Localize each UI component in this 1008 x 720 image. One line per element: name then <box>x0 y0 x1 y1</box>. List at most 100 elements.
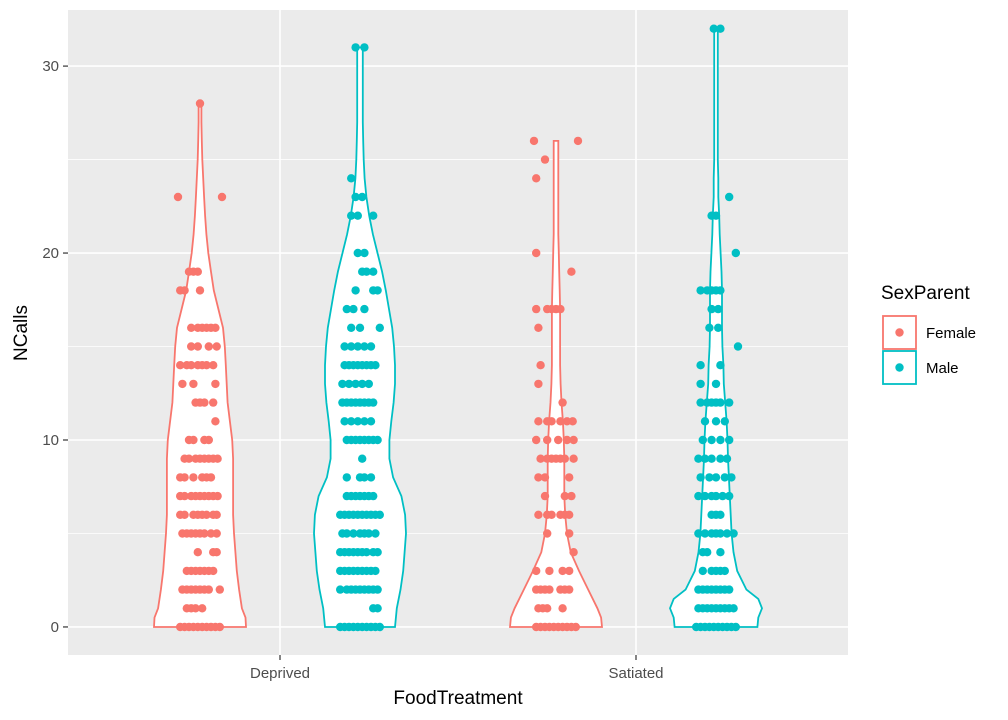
data-point <box>554 435 563 445</box>
data-point <box>707 304 716 314</box>
data-point <box>565 473 574 482</box>
data-point <box>547 417 556 426</box>
data-point <box>565 585 574 594</box>
data-point <box>707 435 716 445</box>
data-point <box>349 529 358 538</box>
data-point <box>187 323 196 332</box>
data-point <box>342 529 351 538</box>
data-point <box>180 286 189 295</box>
data-point <box>558 398 567 407</box>
data-point <box>711 211 721 220</box>
data-point <box>558 566 567 576</box>
data-point <box>536 454 545 463</box>
data-point <box>213 454 222 463</box>
y-tick-label: 30 <box>42 58 59 75</box>
data-point <box>545 566 554 576</box>
data-point <box>189 435 198 445</box>
data-point <box>714 304 723 314</box>
data-point <box>362 548 371 557</box>
data-point <box>347 323 356 332</box>
x-tick-label: Satiated <box>608 665 663 682</box>
legend-keys: Female Male <box>882 315 976 385</box>
data-point <box>569 435 578 445</box>
data-point <box>711 417 721 426</box>
data-point <box>720 473 729 482</box>
data-point <box>573 136 583 146</box>
data-point <box>696 361 705 370</box>
data-point <box>180 510 189 519</box>
y-tick-label: 20 <box>42 245 59 262</box>
data-point <box>707 454 716 463</box>
data-point <box>709 24 718 33</box>
data-point <box>342 473 351 482</box>
data-point <box>212 510 221 519</box>
data-point <box>202 510 211 519</box>
data-point <box>184 454 194 463</box>
data-point <box>362 267 371 276</box>
data-point <box>340 417 349 426</box>
data-point <box>204 435 213 445</box>
data-point <box>215 585 224 594</box>
data-point <box>191 604 200 613</box>
data-point <box>711 473 721 482</box>
data-point <box>349 304 358 314</box>
data-point <box>725 192 734 202</box>
data-point <box>211 417 220 426</box>
data-point <box>534 379 543 389</box>
data-point <box>209 398 218 407</box>
data-point <box>532 566 541 576</box>
legend-title: SexParent <box>881 283 970 304</box>
data-point <box>213 491 222 501</box>
data-point <box>355 323 365 332</box>
data-point <box>360 417 369 426</box>
legend-key-point <box>895 363 904 372</box>
data-point <box>178 379 187 389</box>
data-point <box>212 342 221 351</box>
x-axis-title: FoodTreatment <box>393 688 523 709</box>
data-point <box>353 211 362 220</box>
data-point <box>347 174 356 183</box>
data-point <box>344 379 354 389</box>
data-point <box>211 323 220 332</box>
data-point <box>711 379 721 389</box>
data-point <box>703 548 712 557</box>
data-point <box>569 548 578 557</box>
data-point <box>204 342 213 351</box>
data-point <box>543 604 552 613</box>
data-point <box>714 323 723 332</box>
data-point <box>716 510 725 519</box>
data-point <box>209 566 218 576</box>
data-point <box>540 155 550 164</box>
data-point <box>700 417 710 426</box>
data-point <box>371 566 380 576</box>
data-point <box>358 454 367 463</box>
data-point <box>565 510 574 519</box>
data-point <box>565 566 574 576</box>
data-point <box>562 435 572 445</box>
data-point <box>187 342 196 351</box>
x-tick-label: Deprived <box>250 665 310 682</box>
data-point <box>211 379 220 389</box>
data-point <box>193 548 202 557</box>
data-point <box>198 604 207 613</box>
y-axis-title: NCalls <box>11 305 32 361</box>
data-point <box>560 454 569 463</box>
data-point <box>373 286 382 295</box>
data-point <box>189 379 198 389</box>
data-point <box>720 417 729 426</box>
violin-female-satiated <box>509 140 603 628</box>
data-point <box>360 342 369 351</box>
data-point <box>180 491 189 501</box>
data-point <box>698 435 707 445</box>
data-point <box>729 529 738 538</box>
data-point <box>215 622 224 632</box>
data-point <box>193 342 202 351</box>
data-point <box>720 566 729 576</box>
data-point <box>369 211 378 220</box>
data-point <box>375 323 384 332</box>
data-point <box>353 417 362 426</box>
data-point <box>189 473 198 482</box>
data-point <box>353 248 362 258</box>
data-point <box>200 398 209 407</box>
data-point <box>532 435 541 445</box>
